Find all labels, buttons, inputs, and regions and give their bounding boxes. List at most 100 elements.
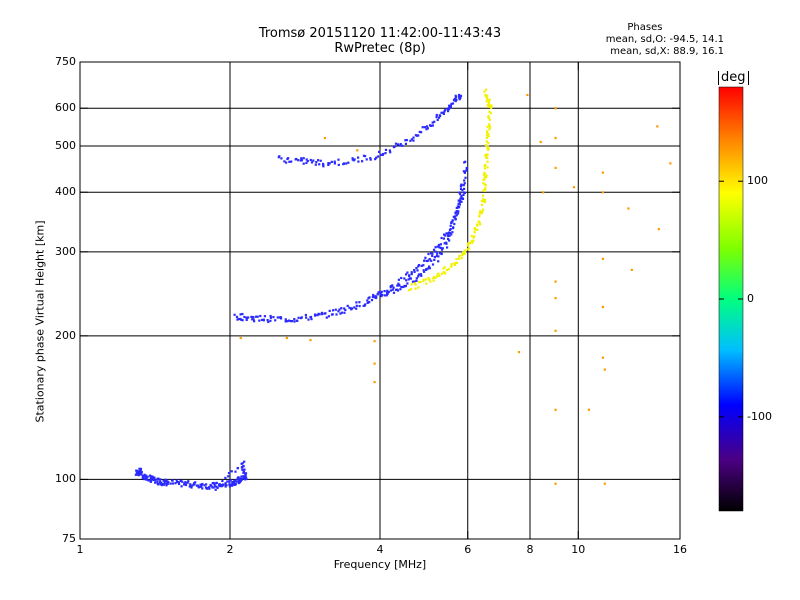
- data-point: [154, 479, 157, 482]
- data-point: [487, 105, 490, 108]
- data-point: [245, 478, 248, 481]
- data-point: [458, 255, 461, 258]
- data-point: [386, 291, 389, 294]
- data-point: [463, 179, 466, 182]
- data-point: [243, 460, 246, 463]
- data-point: [554, 297, 557, 300]
- data-point: [463, 187, 466, 190]
- data-point: [423, 270, 426, 273]
- data-point: [479, 209, 482, 213]
- data-point: [433, 258, 436, 261]
- data-point: [400, 276, 403, 280]
- data-point: [431, 124, 434, 127]
- phase-header: Phases: [627, 22, 663, 33]
- data-point: [250, 315, 253, 318]
- data-point: [486, 166, 489, 169]
- data-point: [302, 157, 305, 160]
- data-point: [280, 317, 283, 320]
- data-point: [467, 244, 470, 247]
- data-point: [413, 269, 416, 272]
- data-point: [446, 232, 450, 235]
- data-point: [422, 264, 425, 267]
- y-tick-label: 300: [55, 244, 76, 258]
- data-point: [243, 478, 246, 481]
- data-point: [235, 480, 238, 483]
- data-point: [215, 485, 218, 488]
- data-point: [468, 247, 471, 250]
- data-point: [554, 329, 557, 332]
- data-point: [347, 161, 350, 164]
- data-point: [488, 124, 491, 127]
- data-point: [487, 147, 490, 150]
- data-point: [437, 260, 440, 263]
- data-point: [156, 477, 159, 480]
- data-point: [459, 187, 463, 190]
- data-point: [603, 482, 606, 485]
- data-point: [240, 475, 243, 478]
- data-point: [400, 285, 403, 289]
- data-point: [266, 319, 269, 322]
- data-point: [253, 320, 256, 323]
- data-point: [476, 228, 479, 231]
- data-point: [213, 483, 216, 486]
- data-point: [477, 220, 480, 223]
- data-point: [236, 318, 239, 321]
- data-point: [463, 191, 466, 194]
- data-point: [437, 255, 440, 258]
- data-point: [221, 479, 224, 483]
- data-point: [421, 126, 424, 129]
- data-point: [431, 254, 434, 257]
- data-point: [417, 273, 420, 276]
- data-point: [487, 102, 490, 105]
- data-point: [346, 304, 349, 307]
- data-point: [486, 153, 489, 156]
- data-point: [422, 279, 425, 283]
- data-point: [241, 319, 244, 322]
- data-point: [554, 107, 557, 110]
- data-point: [149, 476, 152, 479]
- x-tick-label: 4: [376, 543, 384, 556]
- data-point: [251, 318, 254, 321]
- data-point: [175, 479, 178, 482]
- data-point: [461, 254, 464, 257]
- data-point: [454, 94, 457, 97]
- data-point: [413, 282, 416, 285]
- data-point: [333, 162, 336, 165]
- data-point: [480, 199, 483, 202]
- data-point: [238, 479, 241, 483]
- data-point: [252, 318, 255, 321]
- data-point: [381, 293, 384, 296]
- data-point: [205, 486, 208, 489]
- data-point: [450, 263, 453, 266]
- data-point: [145, 477, 148, 480]
- data-point: [368, 296, 371, 299]
- data-point: [379, 153, 382, 156]
- data-point: [316, 314, 319, 317]
- data-point: [455, 206, 458, 210]
- data-point: [440, 236, 443, 240]
- data-point: [209, 483, 212, 487]
- data-point: [405, 273, 408, 276]
- data-point: [554, 408, 557, 411]
- data-point: [394, 145, 397, 148]
- data-point: [187, 480, 190, 483]
- data-point: [441, 247, 444, 250]
- data-point: [291, 320, 294, 323]
- data-point: [334, 308, 337, 311]
- data-point: [211, 482, 214, 485]
- data-point: [392, 286, 395, 289]
- data-point: [434, 250, 437, 253]
- data-point: [413, 270, 416, 273]
- data-point: [318, 313, 321, 316]
- data-point: [371, 295, 374, 299]
- data-point: [405, 279, 408, 282]
- data-point: [482, 182, 485, 185]
- data-point: [460, 196, 463, 199]
- data-point: [407, 278, 410, 281]
- data-point: [189, 483, 192, 486]
- data-point: [424, 278, 427, 281]
- data-point: [263, 315, 266, 318]
- phase-stats: Phases mean, sd,O: -94.5, 14.1 mean, sd,…: [606, 22, 724, 58]
- data-point: [442, 267, 445, 270]
- data-point: [414, 283, 417, 286]
